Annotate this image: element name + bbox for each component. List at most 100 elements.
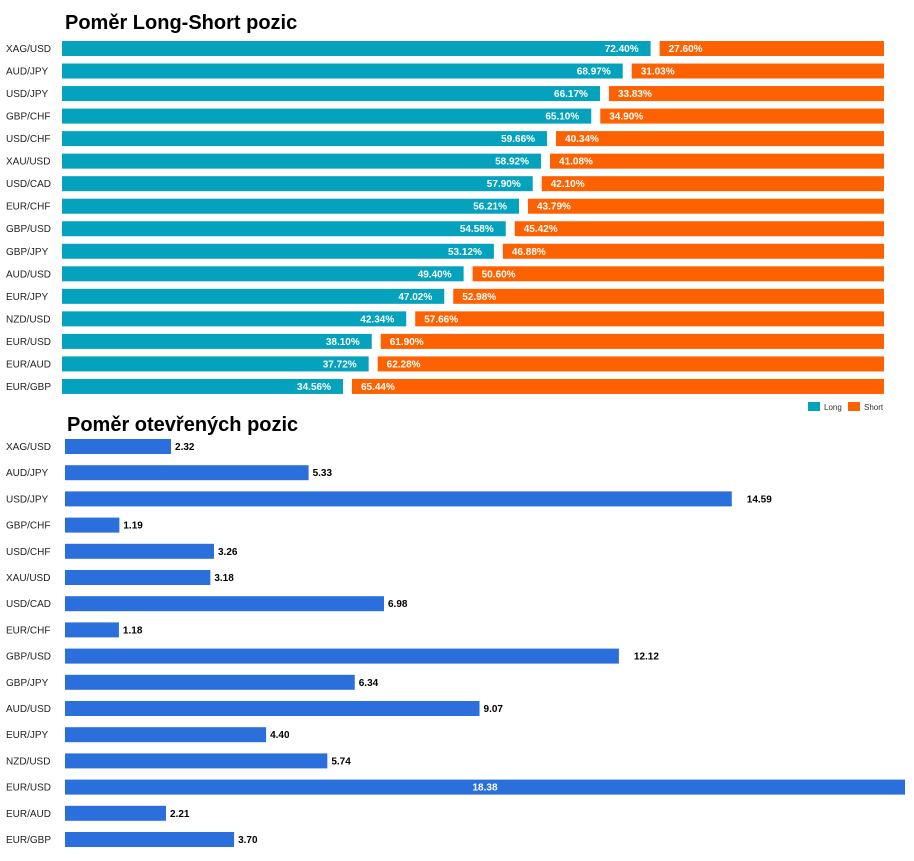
category-label: XAU/USD: [6, 157, 50, 168]
open-position-value-label: 6.34: [359, 678, 379, 689]
short-value-label: 31.03%: [641, 67, 675, 78]
short-bar: [527, 198, 884, 214]
short-bar: [502, 243, 884, 259]
category-label: USD/CAD: [6, 599, 51, 610]
category-label: NZD/USD: [6, 314, 50, 325]
long-short-chart: Poměr Long-Short pozic XAG/USD 72.40% 27.6…: [0, 0, 914, 412]
open-position-value-label: 2.32: [175, 442, 195, 453]
short-bar: [415, 311, 884, 327]
open-position-bar: [65, 596, 384, 612]
open-positions-chart-title: Poměr otevřených pozic: [67, 414, 299, 436]
category-label: EUR/CHF: [6, 202, 50, 213]
short-value-label: 41.08%: [559, 157, 593, 168]
short-bar: [556, 131, 884, 147]
short-value-label: 50.60%: [482, 269, 516, 280]
open-position-bar: [65, 779, 905, 795]
long-short-chart-plot: XAG/USD 72.40% 27.60% AUD/JPY 68.97% 31.03% US…: [6, 41, 885, 412]
short-bar: [453, 288, 884, 304]
short-value-label: 46.88%: [512, 247, 546, 258]
long-value-label: 34.56%: [297, 382, 331, 393]
open-position-value-label: 6.98: [388, 599, 408, 610]
long-bar: [62, 153, 542, 169]
short-bar: [550, 153, 884, 169]
category-label: USD/JPY: [6, 89, 49, 100]
open-position-value-label: 18.38: [472, 783, 497, 794]
open-position-value-label: 2.21: [170, 809, 190, 820]
short-bar: [380, 333, 884, 349]
open-position-value-label: 4.40: [270, 730, 290, 741]
long-bar: [62, 221, 506, 237]
long-value-label: 49.40%: [418, 269, 452, 280]
short-bar: [659, 41, 884, 56]
open-position-bar: [65, 727, 267, 743]
short-bar: [351, 378, 885, 394]
open-position-value-label: 14.59: [747, 494, 772, 505]
short-value-label: 62.28%: [387, 359, 421, 370]
long-value-label: 65.10%: [545, 112, 579, 123]
short-value-label: 61.90%: [390, 337, 424, 348]
long-bar: [62, 41, 651, 56]
short-value-label: 65.44%: [361, 382, 395, 393]
long-value-label: 53.12%: [448, 247, 482, 258]
category-label: EUR/GBP: [6, 835, 51, 846]
short-bar: [472, 266, 884, 282]
category-label: AUD/JPY: [6, 67, 49, 78]
short-bar: [600, 108, 884, 124]
long-bar: [62, 311, 407, 327]
long-bar: [62, 108, 592, 124]
category-label: EUR/AUD: [6, 359, 51, 370]
legend-swatch-long: [808, 402, 820, 411]
category-label: EUR/JPY: [6, 730, 49, 741]
open-position-bar: [65, 491, 732, 507]
category-label: USD/JPY: [6, 494, 49, 505]
category-label: EUR/AUD: [6, 809, 51, 820]
long-value-label: 37.72%: [323, 359, 357, 370]
category-label: GBP/CHF: [6, 112, 50, 123]
short-value-label: 57.66%: [424, 314, 458, 325]
long-value-label: 47.02%: [398, 292, 432, 303]
category-label: AUD/JPY: [6, 468, 49, 479]
open-position-value-label: 5.33: [313, 468, 333, 479]
category-label: AUD/USD: [6, 704, 51, 715]
category-label: EUR/GBP: [6, 382, 51, 393]
category-label: XAU/USD: [6, 573, 50, 584]
short-value-label: 43.79%: [537, 202, 571, 213]
legend-swatch-short: [848, 402, 860, 411]
open-position-value-label: 3.18: [214, 573, 234, 584]
category-label: EUR/CHF: [6, 625, 50, 636]
open-position-bar: [65, 439, 172, 454]
long-value-label: 57.90%: [487, 179, 521, 190]
short-value-label: 27.60%: [669, 44, 703, 55]
open-position-bar: [65, 674, 355, 690]
short-value-label: 33.83%: [618, 89, 652, 100]
open-position-value-label: 5.74: [331, 756, 351, 767]
category-label: GBP/JPY: [6, 247, 49, 258]
long-bar: [62, 356, 369, 372]
short-bar: [608, 86, 884, 102]
category-label: EUR/JPY: [6, 292, 49, 303]
category-label: GBP/CHF: [6, 521, 50, 532]
category-label: USD/CAD: [6, 179, 51, 190]
long-bar: [62, 243, 494, 259]
long-value-label: 56.21%: [473, 202, 507, 213]
long-bar: [62, 86, 600, 102]
open-position-bar: [65, 622, 119, 638]
category-label: EUR/USD: [6, 783, 51, 794]
open-position-value-label: 3.26: [218, 547, 238, 558]
long-value-label: 59.66%: [501, 134, 535, 145]
short-value-label: 40.34%: [565, 134, 599, 145]
long-bar: [62, 333, 372, 349]
short-value-label: 52.98%: [462, 292, 496, 303]
category-label: XAG/USD: [6, 442, 51, 453]
short-bar: [631, 63, 884, 79]
open-position-value-label: 3.70: [238, 835, 258, 846]
short-value-label: 42.10%: [551, 179, 585, 190]
short-bar: [514, 221, 884, 237]
open-position-bar: [65, 570, 211, 585]
open-position-bar: [65, 465, 309, 481]
legend-label-short: Short: [864, 403, 884, 412]
category-label: AUD/USD: [6, 269, 51, 280]
long-short-chart-title: Poměr Long-Short pozic: [65, 12, 298, 34]
category-label: EUR/USD: [6, 337, 51, 348]
open-positions-chart: Poměr otevřených pozic XAG/USD 2.32 AUD/JP…: [0, 410, 914, 861]
